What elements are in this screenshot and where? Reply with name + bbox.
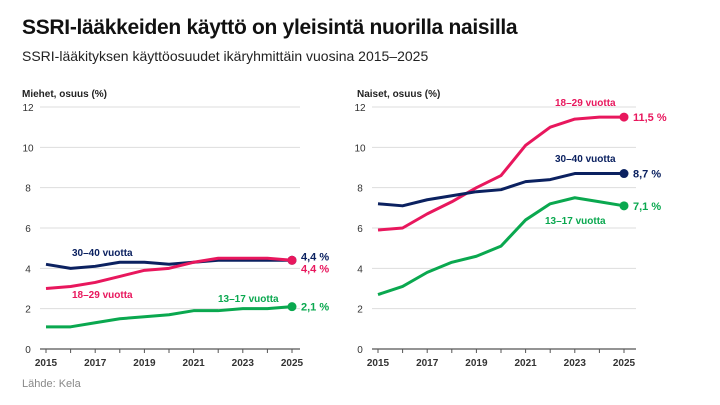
end-value-label: 4,4 %	[301, 263, 329, 275]
series-label: 13–17 vuotta	[218, 294, 279, 305]
y-tick-label: 12	[354, 103, 366, 114]
x-tick-label: 2023	[564, 358, 587, 369]
y-tick-label: 10	[354, 143, 366, 154]
y-tick-label: 12	[22, 103, 34, 114]
series-line	[45, 258, 292, 270]
end-value-label: 7,1 %	[633, 201, 661, 213]
end-value-label: 8,7 %	[633, 169, 661, 181]
end-value-label: 4,4 %	[301, 251, 329, 263]
y-tick-label: 4	[357, 264, 363, 275]
x-tick-label: 2021	[182, 358, 205, 369]
end-value-label: 2,1 %	[301, 302, 329, 314]
end-point	[619, 201, 629, 211]
x-tick-label: 2019	[465, 358, 488, 369]
y-tick-label: 2	[357, 305, 363, 316]
y-tick-label: 10	[22, 143, 34, 154]
x-tick-label: 2019	[133, 358, 156, 369]
y-axis-title: Miehet, osuus (%)	[22, 89, 107, 100]
y-tick-label: 8	[357, 184, 363, 195]
y-tick-label: 6	[357, 224, 363, 235]
x-tick-label: 2025	[613, 358, 636, 369]
series-line	[377, 196, 625, 296]
series-label: 18–29 vuotta	[72, 290, 133, 301]
y-tick-label: 0	[25, 345, 31, 356]
y-tick-label: 6	[25, 224, 31, 235]
x-tick-label: 2015	[367, 358, 390, 369]
end-point	[287, 302, 297, 312]
source-note: Lähde: Kela	[22, 378, 81, 390]
x-tick-label: 2017	[84, 358, 107, 369]
series-label: 18–29 vuotta	[555, 98, 616, 109]
y-tick-label: 2	[25, 305, 31, 316]
y-tick-label: 0	[357, 345, 363, 356]
y-axis-title: Naiset, osuus (%)	[357, 89, 440, 100]
x-tick-label: 2023	[232, 358, 255, 369]
series-label: 30–40 vuotta	[555, 154, 616, 165]
end-point	[287, 255, 297, 265]
x-tick-label: 2015	[35, 358, 58, 369]
end-value-label: 11,5 %	[633, 112, 667, 124]
x-tick-label: 2021	[514, 358, 537, 369]
series-line	[46, 305, 293, 329]
chart-title: SSRI-lääkkeiden käyttö on yleisintä nuor…	[22, 16, 518, 39]
x-tick-label: 2017	[416, 358, 439, 369]
series-line	[377, 115, 624, 232]
end-point	[619, 169, 629, 179]
end-point	[619, 112, 629, 122]
y-tick-label: 4	[25, 264, 31, 275]
series-label: 30–40 vuotta	[72, 248, 133, 259]
y-tick-label: 8	[25, 184, 31, 195]
series-line	[45, 256, 293, 290]
x-tick-label: 2025	[281, 358, 304, 369]
series-label: 13–17 vuotta	[545, 216, 606, 227]
chart-subtitle: SSRI-lääkityksen käyttöosuudet ikäryhmit…	[22, 48, 429, 64]
series-line	[377, 172, 624, 208]
